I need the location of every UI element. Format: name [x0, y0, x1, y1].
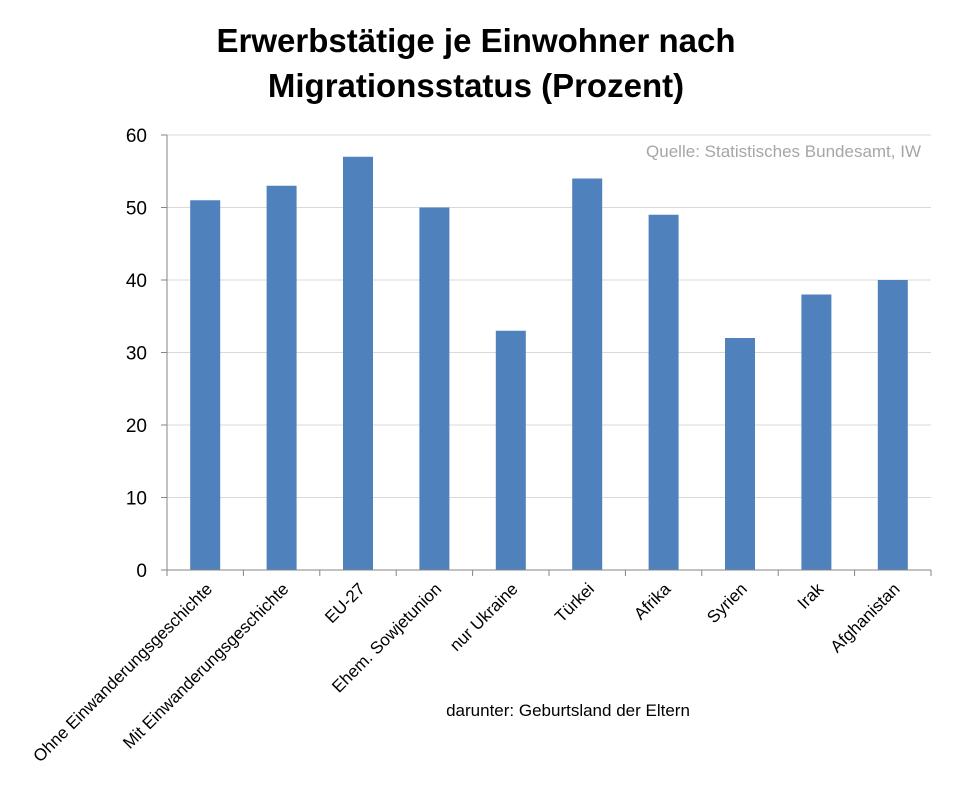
y-tick-label: 60: [126, 126, 147, 147]
x-category-label: Syrien: [703, 579, 751, 627]
x-category-label: EU-27: [321, 579, 369, 627]
y-tick-label: 20: [126, 416, 147, 437]
bar: [801, 294, 832, 570]
y-tick-label: 30: [126, 344, 147, 365]
source-note: Quelle: Statistisches Bundesamt, IW: [646, 142, 921, 161]
bar: [343, 156, 373, 570]
bar: [877, 280, 908, 570]
y-tick-label: 0: [136, 561, 147, 582]
bar: [572, 178, 603, 570]
y-tick-labels: 0 10 20 30 40 50 60: [126, 126, 147, 582]
bars: [190, 156, 908, 570]
y-tick-label: 10: [126, 489, 147, 510]
x-category-label: Afghanistan: [827, 579, 904, 656]
x-category-label: Afrika: [630, 579, 675, 624]
chart-title-line-2: Migrationsstatus (Prozent): [268, 67, 684, 104]
x-category-label: Irak: [794, 579, 828, 613]
x-category-label: Türkei: [551, 579, 598, 626]
y-tick-label: 40: [126, 271, 147, 292]
group-label: darunter: Geburtsland der Eltern: [446, 701, 690, 720]
bar: [266, 185, 297, 570]
bar: [419, 207, 450, 570]
bar: [725, 338, 755, 570]
bar: [190, 200, 221, 570]
chart-title-line-1: Erwerbstätige je Einwohner nach: [217, 22, 736, 59]
bar: [648, 214, 679, 570]
bar: [495, 330, 526, 570]
x-category-label: Mit Einwanderungsgeschichte: [119, 579, 292, 752]
x-category-label: nur Ukraine: [446, 579, 522, 655]
y-tick-label: 50: [126, 199, 147, 220]
axes: [166, 135, 932, 576]
